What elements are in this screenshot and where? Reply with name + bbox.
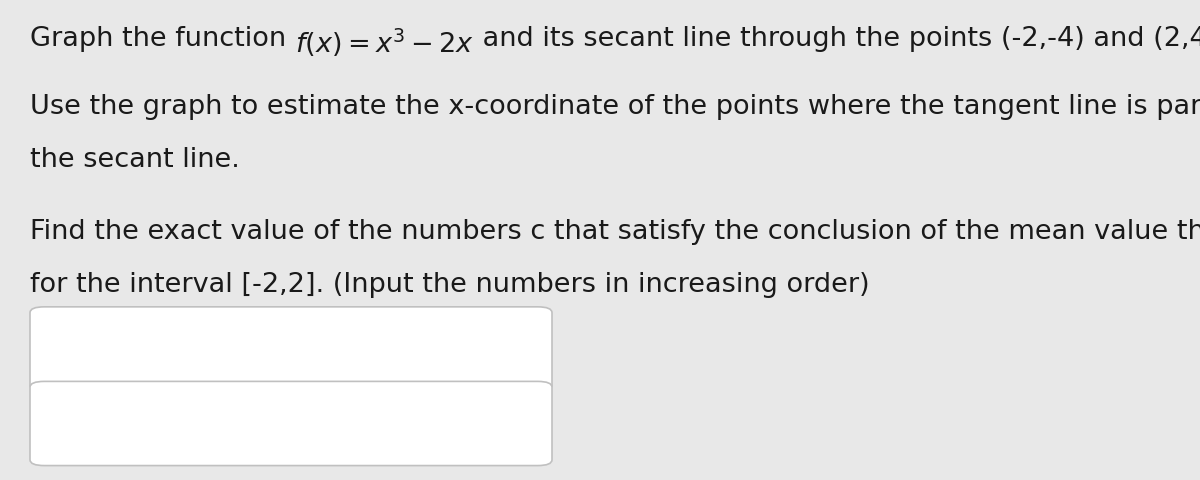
Text: the secant line.: the secant line. — [30, 146, 240, 172]
Text: Graph the function: Graph the function — [30, 26, 295, 52]
Text: and its secant line through the points (-2,-4) and (2,4).: and its secant line through the points (… — [474, 26, 1200, 52]
Text: Find the exact value of the numbers c that satisfy the conclusion of the mean va: Find the exact value of the numbers c th… — [30, 218, 1200, 244]
Text: for the interval [-2,2]. (Input the numbers in increasing order): for the interval [-2,2]. (Input the numb… — [30, 271, 870, 297]
Text: $\mathit{f}(x) = x^3 - 2x$: $\mathit{f}(x) = x^3 - 2x$ — [295, 26, 474, 59]
Text: Use the graph to estimate the x-coordinate of the points where the tangent line : Use the graph to estimate the x-coordina… — [30, 94, 1200, 120]
